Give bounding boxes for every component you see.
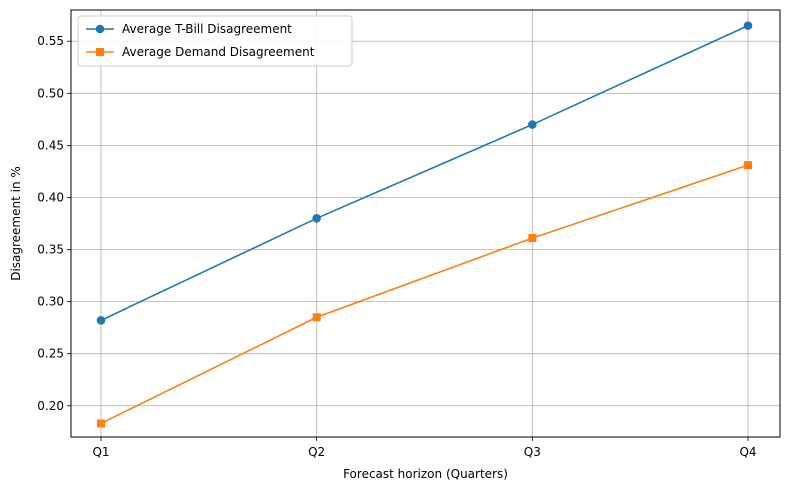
series-line — [100, 24, 749, 322]
legend-marker-circle — [95, 24, 105, 34]
legend-item: Average Demand Disagreement — [86, 45, 315, 59]
y-tick-label: 0.45 — [37, 138, 64, 152]
x-tick-label: Q3 — [524, 445, 541, 459]
y-tick-label: 0.25 — [37, 347, 64, 361]
x-tick-label: Q2 — [308, 445, 325, 459]
legend-item: Average T-Bill Disagreement — [86, 22, 292, 36]
series-line — [100, 164, 749, 425]
y-axis-label: Disagreement in % — [9, 166, 23, 281]
x-axis-label: Forecast horizon (Quarters) — [343, 467, 508, 481]
y-tick-label: 0.20 — [37, 399, 64, 413]
y-tick-label: 0.55 — [37, 34, 64, 48]
data-point-circle — [96, 316, 106, 325]
legend-label: Average Demand Disagreement — [122, 45, 315, 59]
data-point-circle — [528, 120, 537, 129]
x-tick-label: Q1 — [92, 445, 109, 459]
data-point-circle — [312, 213, 321, 223]
series-1 — [96, 21, 753, 325]
y-tick-label: 0.30 — [37, 295, 64, 309]
data-point-square — [528, 234, 537, 243]
data-point-square — [97, 419, 105, 428]
legend-box — [77, 15, 353, 67]
data-point-circle — [743, 21, 753, 30]
legend-marker-square — [96, 48, 104, 56]
x-tick-label: Q4 — [739, 445, 756, 459]
legend-label: Average T-Bill Disagreement — [122, 22, 292, 36]
series-2 — [97, 161, 752, 428]
data-point-square — [744, 161, 752, 170]
legend: Average T-Bill Disagreement Average Deman… — [77, 15, 353, 67]
data-point-square — [312, 313, 321, 322]
series-layer — [96, 21, 753, 428]
y-tick-label: 0.35 — [37, 243, 64, 257]
plot-frame — [70, 9, 781, 438]
y-tick-label: 0.40 — [37, 190, 64, 204]
y-tick-label: 0.50 — [37, 86, 64, 100]
axis-ticks: Q1 Q2 Q3 Q4 0.20 0.25 0.30 0.35 0.40 0.45 0.50 0.55 — [37, 34, 756, 459]
